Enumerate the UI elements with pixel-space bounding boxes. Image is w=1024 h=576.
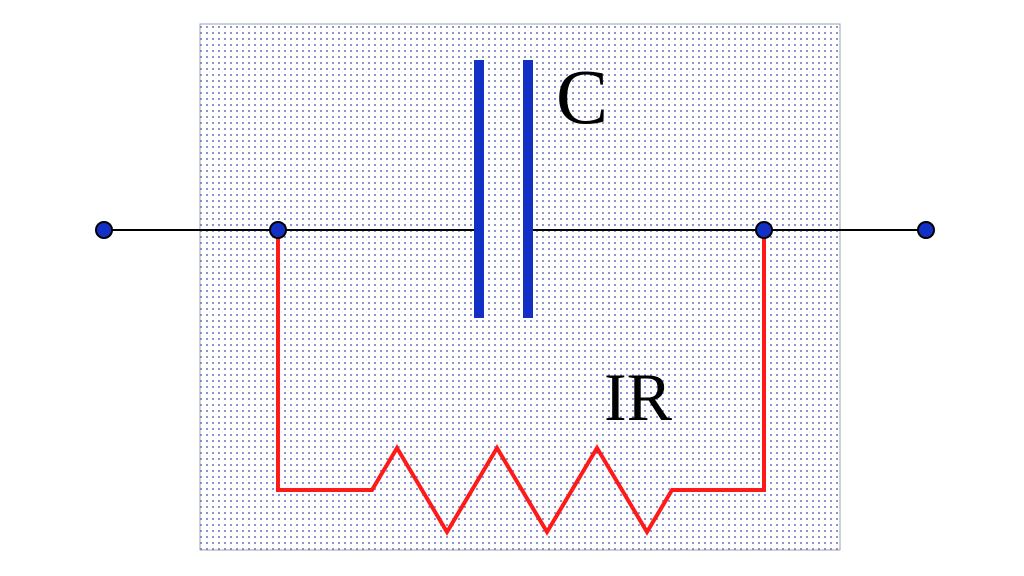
- circuit-diagram: C IR: [0, 0, 1024, 576]
- node-right-inner: [756, 222, 772, 238]
- node-right-outer: [918, 222, 934, 238]
- circuit-svg: [0, 0, 1024, 576]
- node-left-outer: [96, 222, 112, 238]
- device-box: [200, 24, 840, 550]
- label-capacitor: C: [556, 52, 608, 142]
- label-resistor: IR: [604, 358, 672, 437]
- node-left-inner: [270, 222, 286, 238]
